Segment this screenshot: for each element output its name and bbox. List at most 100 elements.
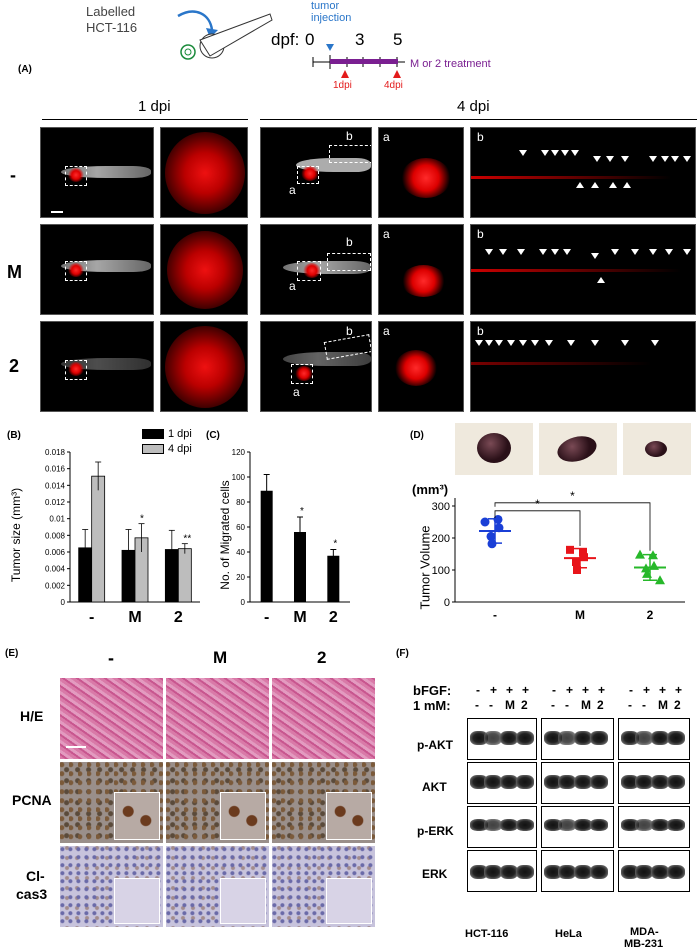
bar-4dpi bbox=[177, 548, 192, 603]
row-label-clcas3-1: Cl- bbox=[26, 868, 45, 884]
treatment-sign: 2 bbox=[674, 698, 681, 712]
bfgf-sign: + bbox=[582, 683, 590, 697]
significance-star: * bbox=[535, 497, 540, 511]
blot-strip bbox=[467, 718, 537, 760]
x-tick-label: 2 bbox=[174, 609, 183, 626]
bfgf-sign: + bbox=[490, 683, 498, 697]
bfgf-sign: - bbox=[476, 683, 480, 697]
fish-image-2-1dpi bbox=[40, 321, 154, 412]
blot-band bbox=[500, 775, 518, 789]
yolk-zoom-2-1dpi bbox=[160, 321, 248, 412]
chart-d: 0 100 200 300 - M 2 * * bbox=[432, 489, 685, 620]
region-b-label: b bbox=[346, 324, 353, 338]
panel-b-label: (B) bbox=[7, 430, 21, 441]
significance-star: * bbox=[140, 514, 144, 525]
blot-band bbox=[558, 775, 576, 789]
blot-band bbox=[500, 819, 518, 831]
bfgf-sign: - bbox=[552, 683, 556, 697]
y-tick-label: 120 bbox=[232, 448, 246, 457]
treatment-sign: - bbox=[475, 698, 479, 712]
significance-star: * bbox=[300, 506, 304, 517]
blot-band bbox=[667, 819, 685, 831]
tumor-photo-m bbox=[539, 423, 617, 475]
chart-c: 0 20 40 60 80 100 120 - M * 2 * bbox=[232, 448, 350, 626]
col-label-control: - bbox=[108, 648, 114, 668]
row-label-he: H/E bbox=[20, 708, 44, 724]
panel-f-label: (F) bbox=[396, 648, 409, 659]
blot-band bbox=[590, 731, 608, 745]
scale-bar bbox=[66, 746, 86, 748]
blot-band bbox=[558, 819, 576, 831]
treatment-row-label: 1 mM: bbox=[413, 698, 451, 713]
blot-strip bbox=[467, 806, 537, 848]
data-point bbox=[580, 553, 588, 562]
blot-band bbox=[621, 775, 639, 789]
blot-band bbox=[470, 819, 488, 831]
blot-band bbox=[651, 775, 669, 789]
treatment-sign: 2 bbox=[597, 698, 604, 712]
blot-band bbox=[470, 731, 488, 745]
y-tick-label: 0 bbox=[444, 597, 450, 609]
bfgf-sign: + bbox=[643, 683, 651, 697]
y-tick-label: 0.016 bbox=[45, 465, 66, 474]
row-label-pcna: PCNA bbox=[12, 792, 52, 808]
significance-star: * bbox=[333, 539, 337, 550]
data-point bbox=[649, 560, 659, 570]
blot-band bbox=[544, 775, 562, 789]
blot-band bbox=[470, 775, 488, 789]
region-a-zoom-m: a bbox=[378, 224, 464, 315]
row-label-2: 2 bbox=[9, 356, 20, 376]
treatment-sign: - bbox=[628, 698, 632, 712]
treatment-sign: M bbox=[581, 698, 591, 712]
legend-4dpi-label: 4 dpi bbox=[168, 443, 192, 455]
blot-band bbox=[651, 819, 669, 831]
x-tick-label: 2 bbox=[329, 609, 338, 626]
blot-band bbox=[558, 731, 576, 745]
y-tick-label: 0.01 bbox=[49, 515, 65, 524]
region-a-label: a bbox=[293, 385, 300, 399]
treatment-sign: M bbox=[505, 698, 515, 712]
dpf-label: dpf: bbox=[271, 30, 300, 49]
data-point bbox=[566, 545, 574, 554]
y-tick-label: 20 bbox=[236, 573, 245, 582]
cell-line-text: HCT-116 bbox=[86, 20, 138, 35]
blot-band bbox=[590, 819, 608, 831]
region-a-label: a bbox=[383, 324, 390, 338]
cell-line-mda-2: MB-231 bbox=[624, 938, 664, 950]
blot-band bbox=[516, 731, 534, 745]
blot-band bbox=[590, 865, 608, 879]
treatment-sign: - bbox=[489, 698, 493, 712]
region-b-label: b bbox=[477, 227, 484, 241]
x-tick-label: M bbox=[293, 609, 306, 626]
panel-b-ylabel: Tumor size (mm³) bbox=[9, 487, 23, 583]
timeline-5: 5 bbox=[393, 30, 403, 49]
tumor-injection-text-2: injection bbox=[311, 12, 352, 24]
y-tick-label: 0 bbox=[241, 598, 246, 607]
x-tick-label: - bbox=[493, 608, 497, 620]
data-point bbox=[579, 548, 587, 557]
pcna-image-m bbox=[166, 762, 269, 843]
blot-band bbox=[484, 819, 502, 831]
significance-bracket bbox=[494, 502, 651, 551]
protein-label-erk: ERK bbox=[422, 867, 448, 881]
blot-band bbox=[667, 731, 685, 745]
blot-strip bbox=[618, 762, 690, 804]
he-image-m bbox=[166, 678, 269, 759]
bfgf-sign: + bbox=[522, 683, 530, 697]
timeline-0: 0 bbox=[305, 30, 315, 49]
fish-image-2-4dpi: a b bbox=[260, 321, 372, 412]
data-point bbox=[480, 517, 490, 527]
blot-band bbox=[621, 731, 639, 745]
pcna-image-control bbox=[60, 762, 163, 843]
data-point bbox=[572, 558, 580, 566]
blot-band bbox=[544, 731, 562, 745]
protein-label-perk: p-ERK bbox=[417, 824, 454, 838]
labelled-text: Labelled bbox=[86, 4, 136, 19]
region-b-label: b bbox=[477, 324, 484, 338]
blot-band bbox=[574, 775, 592, 789]
data-point bbox=[493, 514, 503, 524]
dpi1-label: 1dpi bbox=[333, 80, 352, 91]
blot-strip bbox=[618, 806, 690, 848]
region-a-zoom-2: a bbox=[378, 321, 464, 412]
data-point bbox=[573, 566, 581, 574]
